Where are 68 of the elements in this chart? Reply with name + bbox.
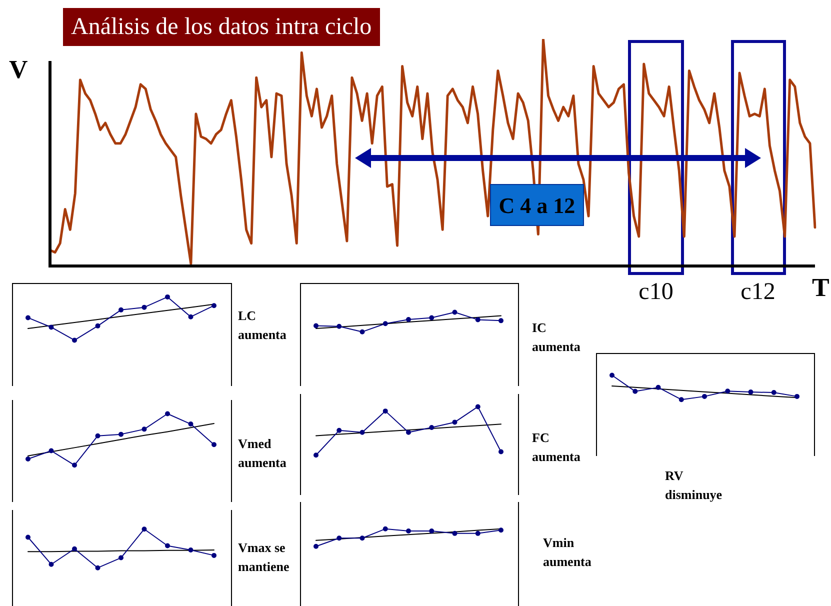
chart-title: Análisis de los datos intra ciclo bbox=[63, 8, 380, 46]
point bbox=[141, 526, 146, 532]
point bbox=[655, 384, 660, 390]
point bbox=[748, 389, 753, 394]
point bbox=[498, 448, 503, 454]
point bbox=[336, 535, 342, 540]
point bbox=[118, 431, 123, 436]
x-axis-title: T bbox=[812, 273, 830, 303]
point bbox=[452, 419, 457, 424]
point bbox=[141, 304, 146, 310]
point bbox=[25, 314, 30, 320]
point bbox=[313, 322, 318, 328]
point bbox=[336, 323, 342, 328]
text: c12 bbox=[740, 279, 776, 306]
annotation: C 4 a 12 bbox=[490, 184, 584, 226]
text: FC aumenta bbox=[532, 429, 582, 466]
point bbox=[609, 372, 614, 378]
text: Vmed aumenta bbox=[238, 435, 288, 472]
text: Vmax se mantiene bbox=[238, 539, 290, 576]
point bbox=[72, 546, 76, 551]
text: c10 bbox=[638, 279, 674, 306]
point bbox=[141, 426, 146, 432]
point bbox=[72, 462, 76, 468]
point bbox=[382, 408, 388, 414]
point bbox=[188, 421, 193, 426]
point bbox=[452, 530, 457, 536]
point bbox=[474, 404, 480, 409]
point bbox=[188, 314, 193, 319]
point bbox=[428, 314, 434, 320]
point bbox=[72, 337, 76, 342]
point bbox=[498, 318, 503, 323]
point bbox=[211, 302, 216, 308]
y-axis-title: V bbox=[9, 55, 28, 85]
point bbox=[48, 448, 54, 453]
point bbox=[632, 388, 638, 394]
point bbox=[48, 561, 54, 566]
point bbox=[164, 542, 170, 548]
point bbox=[406, 429, 410, 434]
point bbox=[118, 554, 123, 560]
point bbox=[428, 424, 434, 430]
point bbox=[94, 564, 100, 570]
text: IC aumenta bbox=[532, 319, 582, 356]
point bbox=[118, 306, 123, 312]
point bbox=[94, 432, 100, 438]
point bbox=[474, 530, 480, 536]
point bbox=[313, 452, 318, 458]
point bbox=[211, 442, 216, 447]
point bbox=[164, 410, 170, 416]
point bbox=[359, 429, 364, 434]
point bbox=[382, 526, 388, 531]
point bbox=[313, 543, 318, 548]
point bbox=[336, 427, 342, 432]
point bbox=[25, 534, 30, 540]
point bbox=[48, 324, 54, 330]
point bbox=[94, 322, 100, 328]
point bbox=[382, 320, 388, 326]
point bbox=[359, 328, 364, 334]
point bbox=[359, 535, 364, 540]
text: Vmin aumenta bbox=[543, 534, 592, 571]
point bbox=[452, 309, 457, 314]
text: RV disminuye bbox=[665, 467, 724, 504]
point bbox=[724, 388, 730, 394]
point bbox=[188, 547, 193, 552]
text: LC aumenta bbox=[238, 307, 288, 344]
point bbox=[406, 316, 410, 322]
point bbox=[474, 316, 480, 322]
point bbox=[498, 527, 503, 532]
point bbox=[678, 396, 684, 402]
